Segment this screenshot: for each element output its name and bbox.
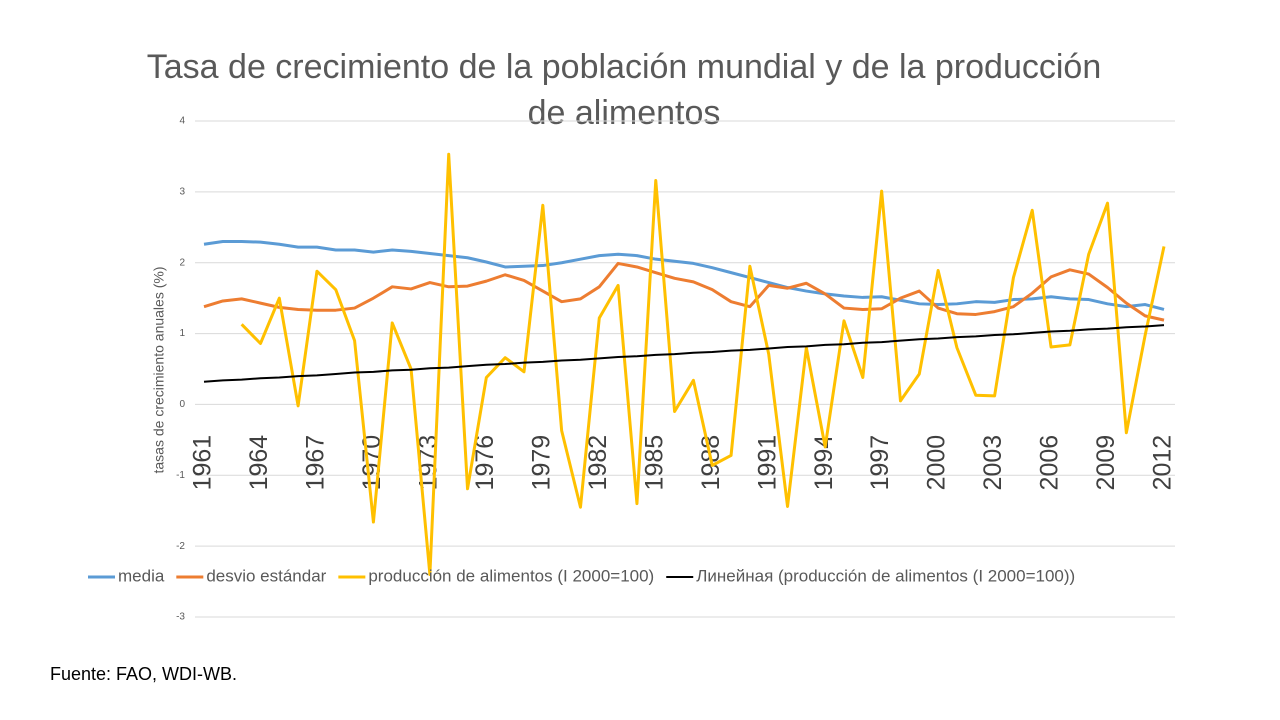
x-tick-label: 1982	[584, 435, 612, 491]
source-note: Fuente: FAO, WDI-WB.	[50, 664, 238, 684]
y-tick-label: 3	[179, 186, 185, 197]
chart-title: Tasa de crecimiento de la población mund…	[146, 48, 1102, 132]
y-tick-label: 0	[179, 399, 185, 410]
series-line	[203, 239, 1165, 311]
legend-label: media	[118, 566, 165, 585]
legend-label: Линейная (producción de alimentos (I 200…	[696, 566, 1075, 585]
y-tick-label: 4	[179, 116, 185, 127]
x-tick-label: 2006	[1036, 435, 1064, 491]
series-line	[203, 261, 1165, 322]
series-line	[240, 152, 1166, 576]
legend-label: desvio estándar	[206, 566, 326, 585]
y-axis-label: tasas de crecimiento anuales (%)	[151, 267, 167, 474]
x-tick-label: 2012	[1149, 435, 1177, 491]
y-tick-label: -2	[176, 541, 185, 552]
y-tick-label: -3	[176, 612, 185, 623]
x-tick-label: 2003	[979, 435, 1007, 491]
series-line	[203, 324, 1165, 383]
x-tick-label: 1997	[866, 435, 894, 491]
legend-label: producción de alimentos (I 2000=100)	[368, 566, 654, 585]
x-tick-label: 1967	[302, 435, 330, 491]
x-tick-label: 1961	[189, 435, 217, 491]
y-tick-label: 1	[179, 328, 185, 339]
y-tick-label: -1	[176, 470, 185, 481]
x-tick-label: 1991	[753, 435, 781, 491]
x-tick-label: 2000	[923, 435, 951, 491]
x-tick-label: 1985	[640, 435, 668, 491]
x-tick-label: 1964	[245, 435, 273, 491]
x-tick-label: 1979	[527, 435, 555, 491]
y-tick-label: 2	[179, 257, 185, 268]
x-tick-label: 2009	[1092, 435, 1120, 491]
